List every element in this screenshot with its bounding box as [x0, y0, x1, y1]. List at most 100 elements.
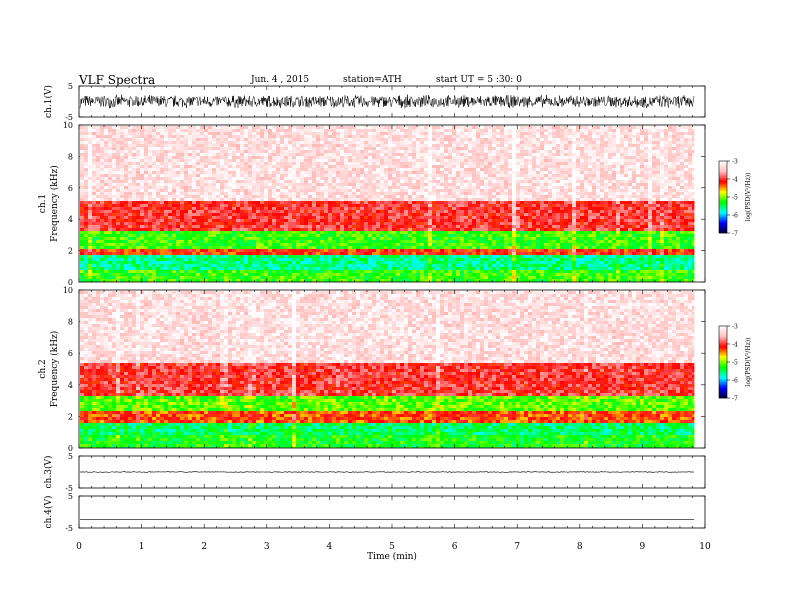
spectrogram-cell [248, 258, 252, 261]
spectrogram-cell [444, 255, 448, 258]
spectrogram-cell [316, 252, 320, 255]
spectrogram-cell [400, 141, 404, 144]
spectrogram-cell [112, 204, 116, 207]
spectrogram-cell [152, 252, 156, 255]
spectrogram-cell [252, 252, 256, 255]
spectrogram-cell [400, 135, 404, 138]
spectrogram-cell [448, 243, 452, 246]
spectrogram-cell [356, 255, 360, 258]
spectrogram-cell [324, 228, 328, 231]
spectrogram-cell [276, 279, 280, 282]
spectrogram-cell [312, 279, 316, 282]
spectrogram-cell [400, 132, 404, 135]
spectrogram-cell [212, 216, 216, 219]
spectrogram-cell [236, 174, 240, 177]
spectrogram-cell [188, 228, 192, 231]
spectrogram-cell [192, 240, 196, 243]
spectrogram-cell [196, 186, 200, 189]
spectrogram-cell [108, 198, 112, 201]
spectrogram-cell [396, 186, 400, 189]
spectrogram-cell [336, 159, 340, 162]
spectrogram-cell [292, 150, 296, 153]
spectrogram-cell [236, 168, 240, 171]
spectrogram-cell [308, 159, 312, 162]
spectrogram-cell [88, 222, 92, 225]
spectrogram-cell [424, 228, 428, 231]
spectrogram-cell [328, 177, 332, 180]
spectrogram-cell [400, 162, 404, 165]
spectrogram-cell [176, 258, 180, 261]
spectrogram-cell [308, 207, 312, 210]
spectrogram-cell [280, 174, 284, 177]
spectrogram-cell [384, 237, 388, 240]
spectrogram-cell [268, 207, 272, 210]
spectrogram-cell [148, 156, 152, 159]
spectrogram-cell [376, 237, 380, 240]
spectrogram-cell [428, 270, 432, 273]
spectrogram-cell [400, 228, 404, 231]
spectrogram-cell [412, 144, 416, 147]
spectrogram-cell [420, 174, 424, 177]
spectrogram-cell [264, 174, 268, 177]
spectrogram-cell [232, 246, 236, 249]
spectrogram-cell [392, 270, 396, 273]
spectrogram-cell [104, 171, 108, 174]
spectrogram-cell [116, 198, 120, 201]
spectrogram-cell [116, 162, 120, 165]
spectrogram-cell [304, 261, 308, 264]
spectrogram-cell [376, 258, 380, 261]
spectrogram-cell [404, 171, 408, 174]
spectrogram-cell [424, 210, 428, 213]
spectrogram-cell [204, 147, 208, 150]
spectrogram-cell [112, 216, 116, 219]
spectrogram-cell [148, 216, 152, 219]
spectrogram-cell [272, 162, 276, 165]
spectrogram-cell [416, 195, 420, 198]
spectrogram-cell [312, 198, 316, 201]
spectrogram-cell [136, 273, 140, 276]
spectrogram-cell [320, 279, 324, 282]
spectrogram-cell [364, 204, 368, 207]
spectrogram-cell [280, 183, 284, 186]
spectrogram-cell [232, 177, 236, 180]
spectrogram-cell [408, 261, 412, 264]
spectrogram-cell [240, 165, 244, 168]
spectrogram-cell [404, 141, 408, 144]
spectrogram-cell [192, 225, 196, 228]
spectrogram-cell [328, 195, 332, 198]
spectrogram-cell [424, 261, 428, 264]
spectrogram-cell [80, 135, 84, 138]
spectrogram-cell [416, 141, 420, 144]
spectrogram-cell [248, 189, 252, 192]
spectrogram-cell [228, 189, 232, 192]
spectrogram-cell [416, 159, 420, 162]
spectrogram-cell [376, 138, 380, 141]
spectrogram-cell [128, 201, 132, 204]
spectrogram-cell [88, 129, 92, 132]
spectrogram-cell [428, 267, 432, 270]
spectrogram-cell [88, 264, 92, 267]
spectrogram-cell [100, 216, 104, 219]
spectrogram-cell [444, 150, 448, 153]
spectrogram-cell [120, 198, 124, 201]
spectrogram-cell [384, 210, 388, 213]
spectrogram-cell [288, 237, 292, 240]
spectrogram-cell [260, 252, 264, 255]
spectrogram-cell [92, 147, 96, 150]
spectrogram-cell [124, 270, 128, 273]
spectrogram-cell [244, 249, 248, 252]
spectrogram-cell [364, 213, 368, 216]
spectrogram-cell [96, 141, 100, 144]
spectrogram-cell [188, 246, 192, 249]
spectrogram-cell [108, 162, 112, 165]
spectrogram-cell [164, 153, 168, 156]
spectrogram-cell [388, 174, 392, 177]
spectrogram-cell [348, 198, 352, 201]
spectrogram-cell [348, 183, 352, 186]
spectrogram-cell [188, 264, 192, 267]
spectrogram-cell [324, 177, 328, 180]
spectrogram-cell [376, 234, 380, 237]
spectrogram-cell [420, 204, 424, 207]
spectrogram-cell [328, 147, 332, 150]
spectrogram-cell [388, 168, 392, 171]
